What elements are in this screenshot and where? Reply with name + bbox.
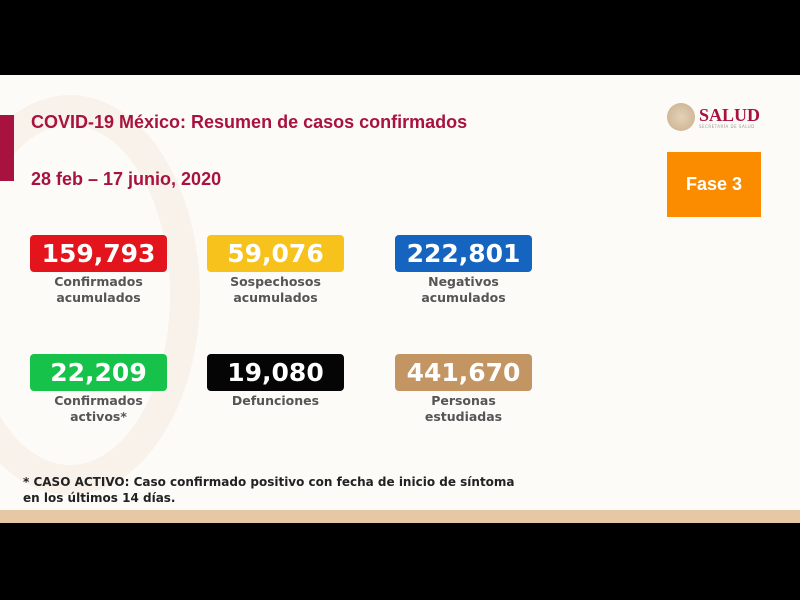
logo-subtitle: SECRETARÍA DE SALUD (699, 123, 755, 129)
stat-label: Defunciones (231, 393, 320, 408)
footnote: * CASO ACTIVO: Caso confirmado positivo … (23, 475, 515, 505)
stat-label: Confirmados activos* (54, 393, 143, 424)
stat-personas-estudiadas: 441,670 Personas estudiadas (395, 354, 532, 425)
stat-defunciones: 19,080 Defunciones (207, 354, 344, 409)
page-title: COVID-19 México: Resumen de casos confir… (31, 112, 468, 132)
stat-label: Sospechosos acumulados (230, 274, 321, 305)
salud-logo: SALUD SECRETARÍA DE SALUD (667, 103, 760, 131)
stat-value: 441,670 (395, 354, 532, 391)
footer-band (0, 510, 800, 523)
stat-sospechosos: 59,076 Sospechosos acumulados (207, 235, 344, 306)
stat-value: 222,801 (395, 235, 532, 272)
stat-label: Negativos acumulados (421, 274, 506, 305)
stat-value: 19,080 (207, 354, 344, 391)
stat-label: Confirmados acumulados (54, 274, 143, 305)
date-range: 28 feb – 17 junio, 2020 (31, 169, 222, 189)
seal-icon (667, 103, 695, 131)
stat-value: 22,209 (30, 354, 167, 391)
stat-negativos: 222,801 Negativos acumulados (395, 235, 532, 306)
stat-label: Personas estudiadas (424, 393, 503, 424)
slide: COVID-19 México: Resumen de casos confir… (0, 75, 800, 523)
logo-name: SALUD (699, 104, 761, 125)
stat-value: 159,793 (30, 235, 167, 272)
stat-confirmados-activos: 22,209 Confirmados activos* (30, 354, 167, 425)
phase-badge: Fase 3 (667, 152, 761, 217)
stat-confirmados-acumulados: 159,793 Confirmados acumulados (30, 235, 167, 306)
accent-bar (0, 115, 14, 181)
stat-value: 59,076 (207, 235, 344, 272)
